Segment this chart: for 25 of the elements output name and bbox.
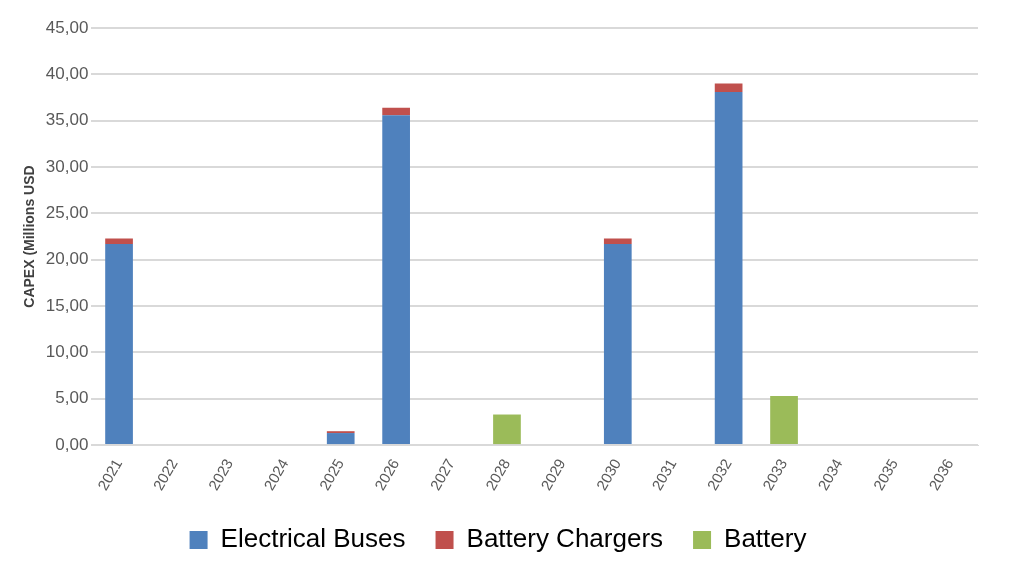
- y-tick-label: 0,00: [55, 434, 89, 454]
- bar: [105, 238, 133, 244]
- y-tick-label: 40,00: [45, 64, 89, 84]
- y-tick-label: 25,00: [45, 203, 89, 223]
- bar: [493, 414, 521, 445]
- y-tick-label: 5,00: [55, 388, 89, 408]
- y-tick-label: 15,00: [45, 295, 89, 315]
- legend-label: Electrical Buses: [220, 523, 406, 554]
- y-axis-title: CAPEX (Millions USD: [21, 165, 38, 308]
- bar: [382, 115, 410, 445]
- bar: [603, 243, 632, 445]
- bar: [603, 238, 632, 244]
- bar: [382, 107, 410, 116]
- bar: [714, 83, 743, 92]
- legend-label: Battery Chargers: [466, 523, 664, 554]
- y-tick-label: 20,00: [45, 249, 89, 269]
- bar: [714, 91, 743, 445]
- y-tick-label: 45,00: [45, 17, 89, 37]
- y-tick-label: 30,00: [45, 156, 89, 176]
- bar: [770, 395, 798, 445]
- legend-label: Battery: [724, 523, 807, 554]
- bar: [326, 433, 355, 445]
- bar: [105, 243, 133, 445]
- y-tick-label: 35,00: [45, 110, 89, 130]
- y-tick-label: 10,00: [45, 342, 89, 362]
